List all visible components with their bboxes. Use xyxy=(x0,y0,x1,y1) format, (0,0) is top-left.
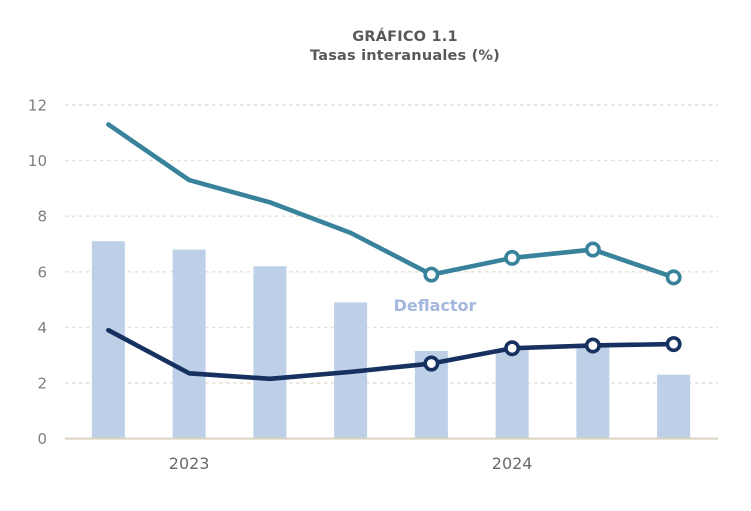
marker-line-navy xyxy=(504,340,521,357)
y-axis-tick-label: 12 xyxy=(28,97,47,115)
bar-deflactor xyxy=(657,374,691,439)
x-axis-year-label: 2024 xyxy=(492,454,533,473)
x-axis-year-label: 2023 xyxy=(169,454,210,473)
marker-line-navy xyxy=(423,355,440,372)
marker-line-teal xyxy=(584,241,601,258)
marker-line-navy xyxy=(584,337,601,354)
marker-line-teal xyxy=(665,269,682,286)
chart-title: GRÁFICO 1.1 xyxy=(352,29,458,45)
y-axis-tick-label: 6 xyxy=(37,263,47,281)
y-axis-tick-label: 0 xyxy=(37,430,47,448)
marker-line-navy xyxy=(665,336,682,353)
y-axis-tick-label: 4 xyxy=(37,319,47,337)
bar-deflactor xyxy=(91,241,125,439)
bar-deflactor xyxy=(253,266,287,439)
bar-deflactor xyxy=(172,249,206,439)
bar-deflactor xyxy=(576,346,610,439)
bar-deflactor xyxy=(495,349,529,439)
chart-title-block: GRÁFICO 1.1 Tasas interanuales (%) xyxy=(55,28,751,66)
series-line-navy xyxy=(106,327,676,382)
y-axis-tick-label: 8 xyxy=(37,208,47,226)
series-line-teal xyxy=(106,122,676,280)
y-axis-tick-label: 10 xyxy=(28,152,47,170)
y-axis-tick-label: 2 xyxy=(37,375,47,393)
chart-subtitle: Tasas interanuales (%) xyxy=(310,48,500,64)
deflactor-series-label: Deflactor xyxy=(394,296,477,315)
marker-line-teal xyxy=(504,249,521,266)
marker-line-teal xyxy=(423,266,440,283)
